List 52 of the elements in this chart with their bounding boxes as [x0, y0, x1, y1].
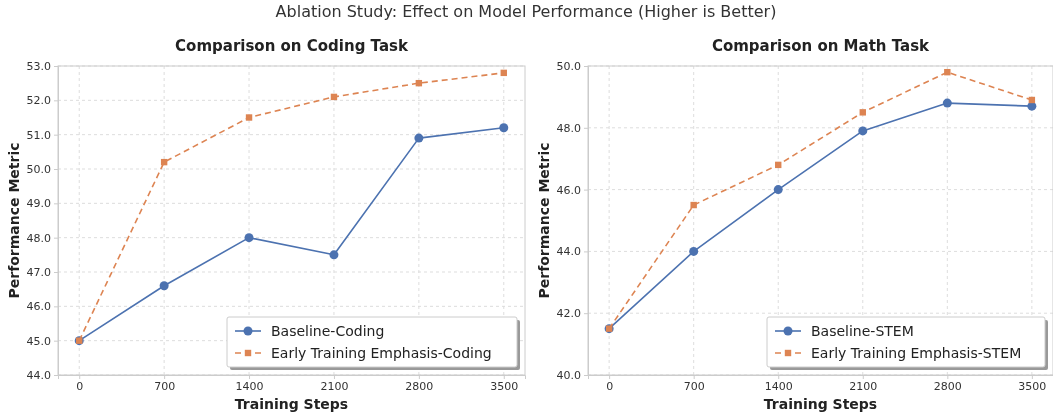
y-axis-title: Performance Metric: [536, 142, 552, 299]
x-tick-label: 1400: [235, 379, 264, 393]
y-tick-label: 53.0: [26, 60, 51, 74]
x-tick-label: 700: [154, 379, 176, 393]
point: [245, 114, 253, 121]
x-tick-label: 3500: [1018, 379, 1047, 393]
y-tick-label: 50.0: [26, 163, 51, 177]
point: [942, 98, 952, 108]
y-tick-label: 46.0: [26, 300, 51, 314]
y-tick-label: 52.0: [26, 94, 51, 108]
x-tick-label: 2800: [405, 379, 434, 393]
point: [499, 123, 509, 133]
x-tick-label: 0: [76, 379, 84, 393]
x-tick-label: 0: [606, 379, 614, 393]
point: [690, 201, 697, 209]
x-tick-label: 1400: [764, 379, 793, 393]
y-tick-label: 50.0: [556, 60, 581, 74]
point: [944, 68, 951, 76]
y-tick-label: 40.0: [556, 369, 581, 383]
point: [859, 109, 866, 116]
point: [244, 233, 254, 243]
y-tick-label: 46.0: [556, 183, 581, 197]
y-tick-label: 48.0: [26, 231, 51, 245]
y-tick-label: 44.0: [26, 369, 51, 383]
point: [773, 185, 783, 195]
chart-title: Comparison on Coding Task: [175, 37, 409, 55]
legend-label: Baseline-STEM: [811, 323, 914, 339]
legend-label: Baseline-Coding: [271, 323, 385, 339]
x-tick-label: 2800: [933, 379, 962, 393]
y-tick-label: 49.0: [26, 197, 51, 211]
y-tick-label: 42.0: [556, 307, 581, 321]
point: [159, 281, 169, 291]
x-tick-label: 2100: [320, 379, 349, 393]
point: [414, 133, 424, 143]
y-tick-label: 51.0: [26, 128, 51, 142]
x-tick-label: 3500: [490, 379, 519, 393]
y-tick-label: 48.0: [556, 121, 581, 135]
x-axis-title: Training Steps: [234, 396, 349, 412]
legend-label: Early Training Emphasis-STEM: [811, 345, 1022, 361]
chart-title: Comparison on Math Task: [711, 37, 931, 55]
legend-label: Early Training Emphasis-Coding: [271, 345, 492, 361]
x-axis-title: Training Steps: [763, 396, 878, 412]
y-tick-label: 45.0: [26, 334, 51, 348]
y-tick-label: 44.0: [556, 245, 581, 259]
text: Ablation Study: Effect on Model Performance (Higher is Better): [275, 2, 777, 21]
point: [689, 246, 699, 256]
point: [329, 250, 339, 260]
x-tick-label: 2100: [849, 379, 878, 393]
y-axis-title: Performance Metric: [6, 142, 22, 299]
point: [858, 126, 868, 136]
y-tick-label: 47.0: [26, 266, 51, 280]
x-tick-label: 700: [683, 379, 705, 393]
